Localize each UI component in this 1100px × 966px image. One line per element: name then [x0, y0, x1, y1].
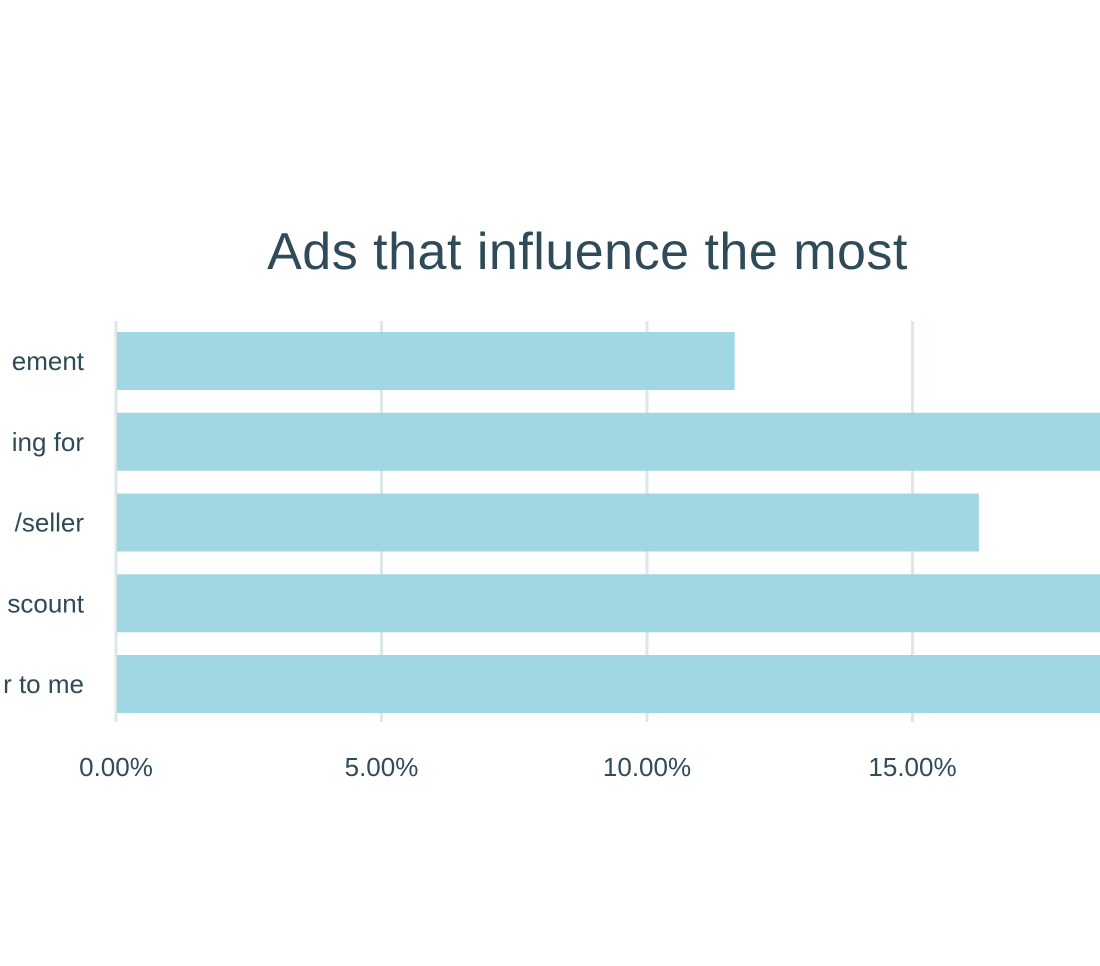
bar-0 [117, 332, 735, 390]
category-label-4: r to me [3, 669, 84, 699]
bar-3 [117, 574, 1100, 633]
x-tick-label-2: 10.00% [603, 752, 691, 782]
bar-2 [117, 493, 979, 552]
x-tick-label-0: 0.00% [79, 752, 153, 782]
category-label-3: scount [7, 588, 84, 618]
bars-layer [117, 332, 1100, 713]
x-tick-label-3: 15.00% [868, 752, 956, 782]
bar-1 [117, 412, 1100, 471]
category-label-1: ing for [12, 427, 85, 457]
category-labels: ement ing for/seller scount r to me [3, 346, 85, 699]
chart-title: Ads that influence the most [267, 223, 908, 281]
x-tick-labels: 0.00% 5.00% 10.00% 15.00% [79, 752, 956, 782]
x-tick-label-1: 5.00% [345, 752, 419, 782]
category-label-2: /seller [15, 508, 85, 538]
bar-4 [117, 655, 1100, 713]
category-label-0: ement [12, 346, 85, 376]
